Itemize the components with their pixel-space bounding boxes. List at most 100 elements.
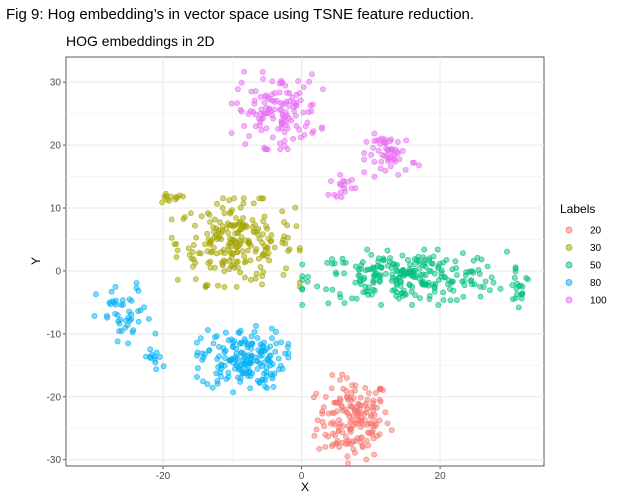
point-80 <box>273 329 279 335</box>
point-100 <box>371 173 378 180</box>
point-30 <box>248 242 254 249</box>
point-50 <box>436 277 442 283</box>
legend: Labels 20 30 50 80 100 <box>560 202 607 307</box>
point-20 <box>330 430 336 437</box>
point-50 <box>349 295 355 302</box>
point-50 <box>477 283 484 290</box>
point-20 <box>346 394 353 401</box>
point-30 <box>214 200 220 207</box>
point-20 <box>314 417 321 424</box>
point-100 <box>241 123 248 129</box>
point-100 <box>257 110 264 117</box>
point-30 <box>240 215 247 221</box>
point-20 <box>363 437 370 444</box>
point-30 <box>284 222 291 229</box>
point-20 <box>334 408 340 415</box>
point-30 <box>233 215 239 221</box>
point-100 <box>275 126 282 132</box>
point-30 <box>220 195 226 202</box>
point-20 <box>364 421 371 428</box>
point-30 <box>241 259 248 266</box>
point-100 <box>234 100 240 107</box>
point-50 <box>463 269 470 276</box>
legend-key-50 <box>565 261 573 269</box>
point-50 <box>490 279 497 286</box>
point-30 <box>213 250 220 257</box>
point-50 <box>325 300 332 307</box>
point-50 <box>519 291 526 298</box>
point-100 <box>270 115 277 122</box>
point-100 <box>282 109 289 115</box>
point-30 <box>263 223 270 230</box>
point-100 <box>371 138 378 144</box>
point-20 <box>347 429 354 435</box>
point-100 <box>284 89 290 96</box>
point-50 <box>435 263 442 270</box>
point-30 <box>159 199 166 206</box>
point-30 <box>205 260 212 266</box>
point-20 <box>376 396 383 403</box>
point-50 <box>391 286 398 293</box>
point-80 <box>153 349 160 356</box>
point-50 <box>460 293 467 300</box>
point-50 <box>450 287 457 294</box>
point-30 <box>234 249 241 255</box>
point-20 <box>350 412 356 419</box>
point-100 <box>318 125 325 132</box>
point-30 <box>242 274 248 281</box>
point-50 <box>441 274 448 280</box>
point-50 <box>332 269 339 276</box>
point-30 <box>231 195 237 202</box>
point-20 <box>336 395 343 402</box>
point-80 <box>270 383 277 390</box>
point-30 <box>204 210 211 216</box>
point-20 <box>310 394 317 401</box>
point-50 <box>477 293 484 300</box>
point-100 <box>345 178 352 185</box>
point-50 <box>404 257 411 263</box>
point-50 <box>368 251 375 258</box>
point-100 <box>297 134 304 141</box>
point-30 <box>193 234 200 241</box>
point-50 <box>509 296 516 302</box>
point-50 <box>357 266 364 272</box>
point-80 <box>257 341 264 348</box>
point-20 <box>374 433 380 439</box>
point-80 <box>229 343 236 350</box>
point-50 <box>429 260 436 267</box>
point-50 <box>394 261 400 268</box>
point-50 <box>426 267 433 274</box>
point-50 <box>476 271 483 277</box>
point-100 <box>263 146 270 153</box>
point-20 <box>322 394 329 400</box>
point-50 <box>453 272 460 278</box>
point-80 <box>216 343 222 350</box>
point-80 <box>236 340 243 347</box>
point-50 <box>371 287 378 294</box>
point-50 <box>304 278 311 285</box>
point-30 <box>192 222 198 229</box>
point-100 <box>279 101 286 108</box>
point-20 <box>365 442 371 449</box>
point-30 <box>296 245 303 252</box>
x-tick-label: 0 <box>299 471 305 482</box>
point-100 <box>250 109 257 115</box>
point-80 <box>278 339 285 346</box>
point-100 <box>387 138 394 145</box>
point-30 <box>198 250 204 257</box>
point-30 <box>164 196 170 203</box>
point-80 <box>225 369 232 376</box>
point-20 <box>371 451 378 458</box>
point-20 <box>345 460 351 467</box>
point-30 <box>198 213 205 220</box>
point-50 <box>447 297 454 304</box>
point-100 <box>263 125 270 132</box>
point-80 <box>153 366 160 373</box>
point-80 <box>197 335 204 342</box>
point-100 <box>269 91 275 98</box>
point-100 <box>228 100 235 107</box>
point-50 <box>384 247 391 254</box>
axis-ticks: -20 0 20 -30 -20 -10 0 10 20 30 <box>47 78 447 482</box>
point-20 <box>363 456 370 463</box>
point-30 <box>242 222 249 229</box>
